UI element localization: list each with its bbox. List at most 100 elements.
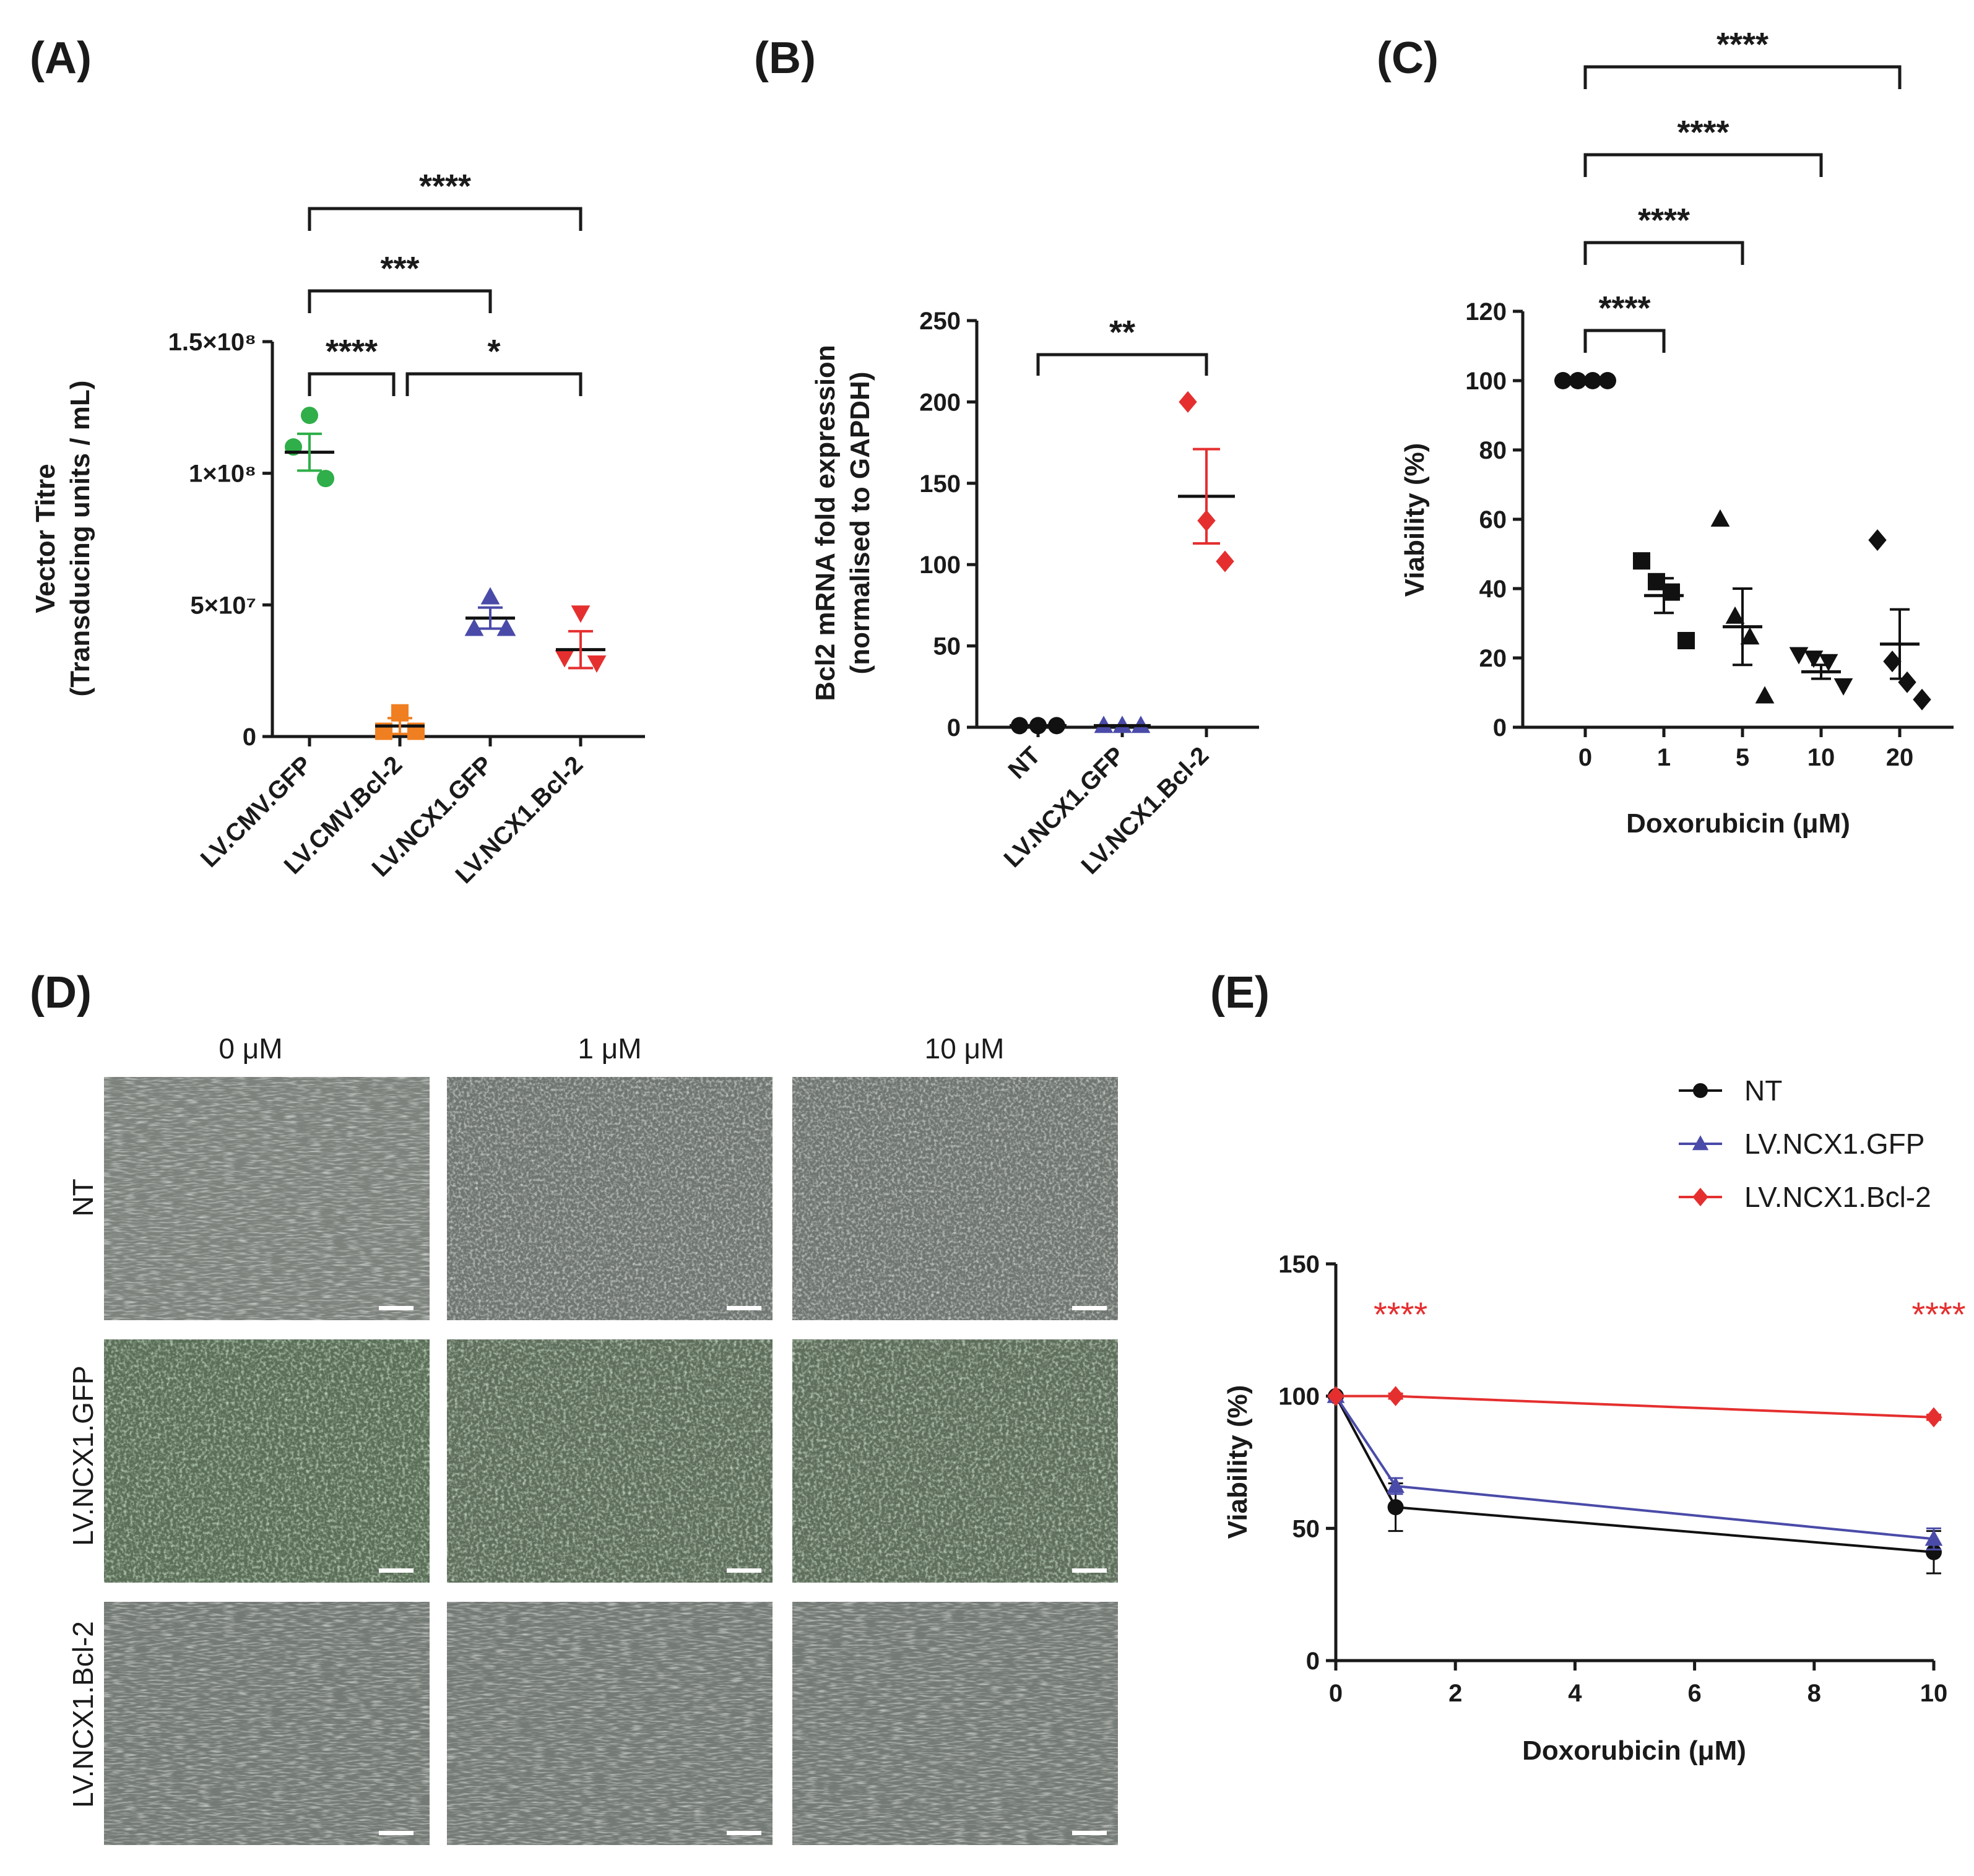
- data-point: [1789, 647, 1809, 665]
- series-line: [1335, 1395, 1934, 1541]
- micro-col-header: 10 μM: [925, 1032, 1005, 1065]
- micrograph-image: [104, 1602, 430, 1845]
- series-10: [1789, 647, 1853, 696]
- y-tick-label: 0: [947, 714, 961, 741]
- data-point: [1327, 1386, 1344, 1406]
- bracket-line: [308, 372, 396, 396]
- bracket-line: [1036, 353, 1208, 376]
- significance-label: ****: [1374, 1295, 1427, 1334]
- data-point: [1925, 1407, 1942, 1428]
- y-tick-label: 150: [919, 470, 961, 498]
- series-lv-ncx1-gfp: [1094, 715, 1151, 733]
- data-point: [1387, 1477, 1405, 1493]
- legend-label: LV.NCX1.Bcl-2: [1744, 1181, 1931, 1213]
- y-tick-label: 5×10⁷: [190, 592, 256, 619]
- data-point: [1648, 573, 1665, 590]
- y-tick-label: 50: [1292, 1515, 1320, 1542]
- x-tick-label: 10: [1807, 744, 1835, 771]
- legend-item: NT: [1679, 1074, 1782, 1107]
- y-tick-label: 60: [1479, 506, 1507, 534]
- legend: NT LV.NCX1.GFP LV.NCX1.Bcl-2: [1679, 1074, 1931, 1213]
- x-tick-label: 8: [1807, 1680, 1821, 1707]
- panel-label-b: (B): [754, 33, 816, 83]
- data-point: [1898, 671, 1916, 693]
- panel-label-d: (D): [30, 968, 92, 1018]
- data-point: [1740, 627, 1760, 645]
- data-point: [496, 618, 516, 636]
- bracket-line: [308, 289, 492, 313]
- significance-bracket: ****: [1583, 202, 1744, 265]
- y-tick-label: 1×10⁸: [189, 460, 256, 488]
- legend-swatch-marker: [1693, 1083, 1708, 1098]
- panel-label-c: (C): [1377, 33, 1439, 83]
- data-point: [1216, 550, 1234, 573]
- y-axis-title-sub: (normalised to GAPDH): [845, 372, 875, 675]
- data-point: [571, 605, 591, 623]
- bracket-line: [308, 207, 582, 231]
- data-point: [1804, 651, 1824, 668]
- data-point: [1924, 1529, 1943, 1546]
- significance-label: ****: [1677, 114, 1729, 151]
- legend-swatch-marker: [1692, 1188, 1708, 1206]
- series-lv-ncx1-bcl-2: [1327, 1386, 1942, 1428]
- series-line: [1336, 1394, 1934, 1419]
- series-lv-ncx1-bcl-2: [555, 605, 607, 673]
- series-1: [1633, 552, 1695, 649]
- x-tick-label: 10: [1920, 1680, 1948, 1707]
- x-tick-label: 20: [1886, 744, 1914, 771]
- y-tick-label: 200: [919, 389, 961, 416]
- bracket-line: [1583, 153, 1823, 177]
- significance-bracket: *: [405, 333, 582, 396]
- y-tick-label: 1.5×10⁸: [168, 329, 256, 356]
- x-tick-label: 1: [1657, 744, 1671, 771]
- data-point: [1677, 632, 1695, 649]
- series-lv-cmv-bcl-2: [375, 704, 425, 740]
- x-axis-title: Doxorubicin (μM): [1522, 1736, 1746, 1766]
- series-line: [1335, 1395, 1934, 1554]
- micro-row-header: NT: [67, 1178, 99, 1216]
- micro-col-header: 1 μM: [578, 1032, 641, 1065]
- micrograph-image: [104, 1077, 430, 1320]
- micro-row-header: LV.NCX1.GFP: [67, 1365, 99, 1545]
- y-tick-label: 150: [1278, 1251, 1320, 1278]
- data-point: [464, 618, 484, 636]
- data-point: [555, 650, 574, 668]
- legend-label: LV.NCX1.GFP: [1744, 1128, 1924, 1160]
- significance-bracket: **: [1036, 314, 1208, 376]
- data-point: [1633, 552, 1650, 570]
- y-tick-label: 20: [1479, 645, 1507, 672]
- x-axis-title: Doxorubicin (μM): [1626, 808, 1850, 839]
- bracket-line: [1583, 241, 1744, 265]
- series-nt: [1328, 1388, 1942, 1575]
- significance-bracket: ****: [1583, 114, 1823, 177]
- data-point: [1599, 372, 1616, 389]
- micrograph-image: [792, 1602, 1118, 1845]
- significance-bracket: ***: [308, 250, 492, 313]
- data-point: [1868, 529, 1887, 551]
- significance-label: ***: [380, 250, 419, 287]
- x-tick-label: 0: [1578, 744, 1592, 771]
- x-tick-label: NT: [1003, 741, 1046, 784]
- significance-bracket: ****: [308, 333, 396, 396]
- x-tick-label: 5: [1736, 744, 1749, 771]
- series-lv-ncx1-gfp: [464, 587, 516, 636]
- data-point: [1387, 1386, 1405, 1406]
- data-point: [1755, 686, 1775, 704]
- significance-bracket: ****: [308, 168, 582, 231]
- data-point: [317, 470, 334, 488]
- data-point: [587, 655, 607, 673]
- significance-label: ****: [1716, 26, 1768, 63]
- significance-bracket: ****: [1583, 26, 1902, 89]
- series-lv-ncx1-bcl-2: [1178, 391, 1235, 573]
- significance-label: ****: [1911, 1295, 1965, 1334]
- micrograph-image: [447, 1602, 773, 1845]
- micrograph-image: [792, 1077, 1118, 1320]
- x-tick-label: 0: [1329, 1680, 1343, 1707]
- y-tick-label: 120: [1465, 298, 1507, 326]
- series-nt: [1010, 717, 1067, 735]
- y-tick-label: 40: [1479, 576, 1507, 603]
- panel-label-e: (E): [1210, 968, 1270, 1018]
- legend-item: LV.NCX1.Bcl-2: [1679, 1181, 1931, 1213]
- y-axis-title-sub: (Transducing units / mL): [65, 381, 95, 697]
